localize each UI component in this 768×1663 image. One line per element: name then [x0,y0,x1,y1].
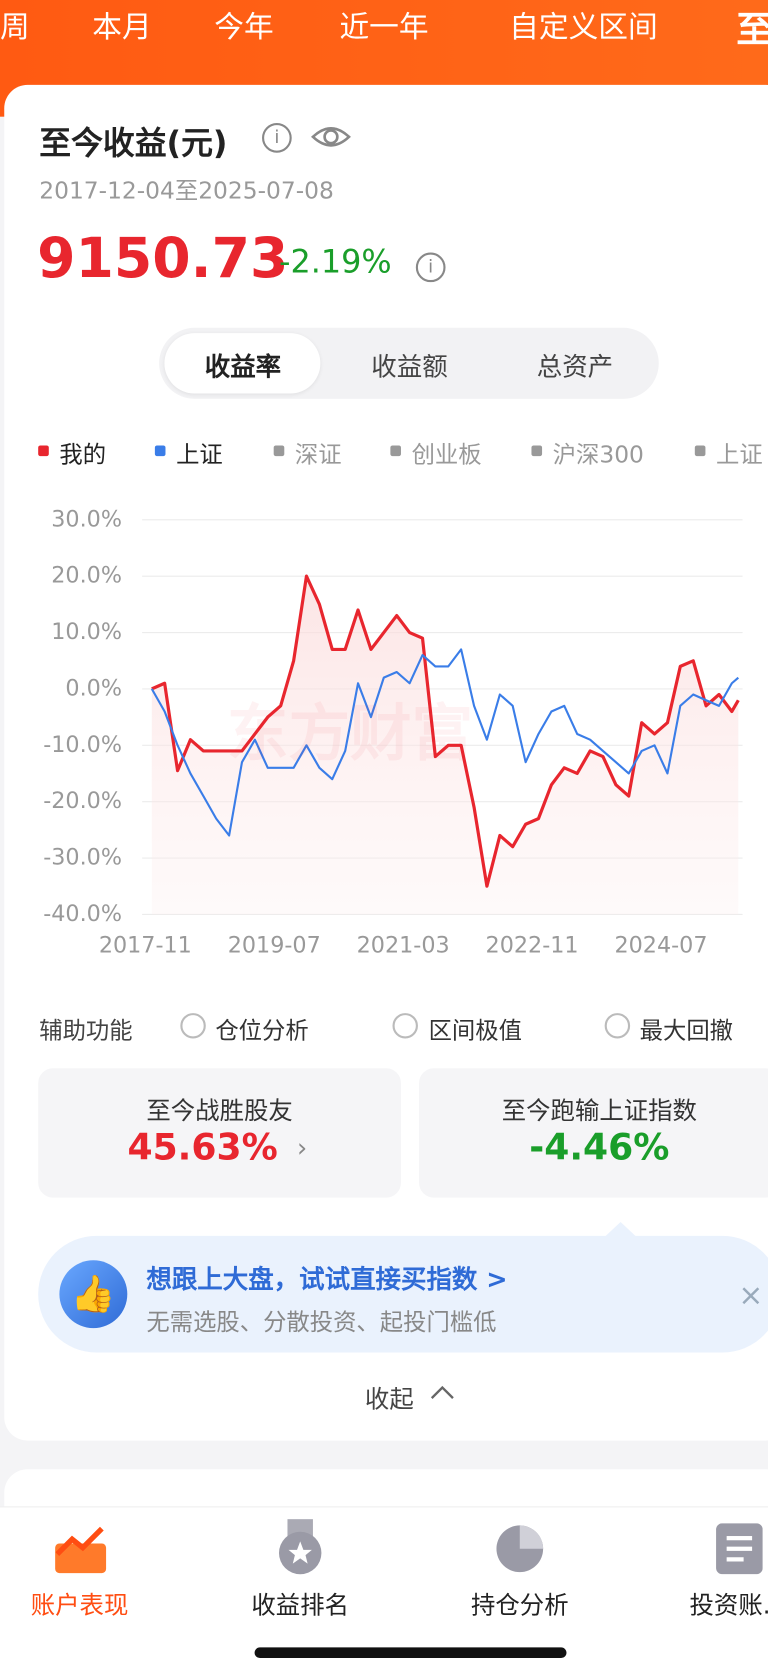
tab-active[interactable]: 至 [736,0,768,52]
card-title: 至今收益(元) [39,125,228,163]
segment[interactable]: 收益率 [204,352,282,382]
banner[interactable] [38,1235,768,1353]
nav-icon[interactable] [716,1523,763,1575]
date-range: 2017-12-04至2025-07-08 [39,178,334,205]
x-tick-label: 2021-03 [357,933,450,959]
nav-label[interactable]: 收益排名 [251,1592,350,1620]
nav-icon[interactable] [275,1519,326,1576]
banner-icon: 👍 [59,1260,128,1329]
segment[interactable]: 收益额 [371,352,448,382]
tab[interactable]: 本月 [92,9,152,45]
stat-value: -4.46% [529,1126,670,1170]
eye-icon[interactable] [310,120,352,154]
y-tick-label: 0.0% [65,675,122,701]
legend-swatch [390,445,401,457]
series-line [151,574,740,888]
collapse[interactable]: 收起 [364,1386,414,1415]
nav-bar [0,1506,768,1663]
legend-swatch [273,445,285,457]
banner-subtitle: 无需选股、分散投资、起投门槛低 [146,1310,497,1337]
chart: -40.0% -30.0% -20.0% -10.0% 0.0% 10.0% 20.0% 30… [43,506,743,959]
legend-label[interactable]: 上证 [176,442,223,469]
radio[interactable] [604,1013,631,1039]
banner-title[interactable]: 想跟上大盘，试试直接买指数 > [146,1264,508,1295]
tab[interactable]: 今年 [214,9,274,45]
nav-label[interactable]: 持仓分析 [470,1592,569,1620]
nav-label[interactable]: 投资账... [689,1592,768,1620]
y-tick-label: -20.0% [43,788,122,814]
info-icon[interactable]: i [262,123,292,153]
tab[interactable]: 近一年 [339,9,429,45]
y-tick-label: -10.0% [43,732,122,758]
tab[interactable]: 周 [0,9,30,45]
y-tick-label: 20.0% [51,563,122,589]
y-tick-label: -40.0% [43,901,122,927]
stat-label: 至今战胜股友 [146,1097,293,1126]
y-tick-label: 30.0% [51,506,122,532]
banner-tail [604,1222,637,1237]
chevron: › [297,1132,308,1163]
x-tick-label: 2019-07 [228,933,321,959]
series-line [150,648,740,837]
tab[interactable]: 自定义区间 [509,9,658,45]
change: -2.19% [278,243,392,282]
x-tick-label: 2022-11 [486,933,579,959]
stat-box[interactable] [419,1068,768,1198]
tool-option[interactable]: 区间极值 [428,1018,522,1045]
x-tick-label: 2017-11 [99,933,192,959]
nav-icon[interactable] [494,1523,545,1574]
legend-swatch [531,445,543,457]
y-tick-label: -30.0% [43,845,122,871]
legend-label[interactable]: 上证 [716,442,763,469]
tool-option[interactable]: 最大回撤 [639,1018,734,1045]
legend-label[interactable]: 沪深300 [552,442,644,469]
segment[interactable]: 总资产 [536,352,614,382]
area [151,576,739,915]
total-value: 9150.73 [37,227,289,291]
stat-value: 45.63% [127,1126,278,1170]
y-tick-label: 10.0% [51,619,122,645]
legend-swatch [38,445,49,457]
home-indicator [254,1647,567,1659]
legend-label[interactable]: 深证 [294,442,342,469]
info-icon[interactable]: i [415,252,446,283]
chevron-up[interactable] [429,1383,457,1402]
watermark: 东方财富 [227,697,473,769]
nav-label[interactable]: 账户表现 [30,1592,129,1620]
legend-swatch [694,445,706,457]
stat-label: 至今跑输上证指数 [501,1097,697,1126]
legend-label[interactable]: 我的 [59,442,107,469]
legend-swatch [154,445,166,457]
nav-icon[interactable] [53,1522,108,1575]
radio[interactable] [392,1013,418,1039]
x-tick-label: 2024-07 [614,933,707,959]
close-icon[interactable]: × [738,1277,764,1313]
radio[interactable] [180,1013,206,1039]
segment-active [164,333,321,394]
stat-box[interactable] [38,1068,401,1198]
tools-label: 辅助功能 [39,1018,133,1045]
tool-option[interactable]: 仓位分析 [215,1018,309,1045]
legend-label[interactable]: 创业板 [411,442,482,469]
